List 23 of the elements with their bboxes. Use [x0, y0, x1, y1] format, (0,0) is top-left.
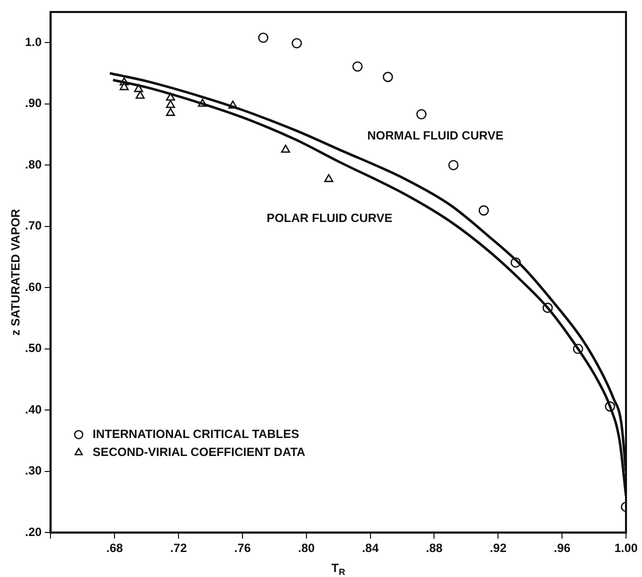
y-tick-label: .60	[24, 280, 42, 294]
x-tick-label: .96	[554, 541, 571, 556]
series-label: NORMAL FLUID CURVE	[367, 128, 504, 143]
y-tick-label: .80	[24, 157, 42, 172]
x-tick-label: .68	[106, 541, 124, 556]
legend-label: INTERNATIONAL CRITICAL TABLES	[92, 426, 300, 441]
legend-label: SECOND-VIRIAL COEFFICIENT DATA	[92, 444, 306, 459]
x-tick-label: .92	[490, 541, 507, 556]
y-tick-label: .30	[24, 464, 42, 478]
y-tick-label: 1.0	[24, 34, 42, 49]
x-tick-label: .72	[170, 541, 188, 556]
x-tick-label: 1.00	[614, 541, 638, 556]
y-tick-label: .20	[24, 524, 42, 539]
series-label: POLAR FLUID CURVE	[266, 210, 392, 225]
y-tick-label: .70	[24, 218, 42, 233]
y-tick-label: .50	[24, 341, 42, 356]
y-tick-label: .40	[24, 402, 42, 416]
x-tick-label: .84	[362, 541, 379, 556]
x-tick-label: .80	[298, 541, 316, 556]
x-tick-label: .88	[426, 541, 443, 556]
x-tick-label: .76	[234, 541, 252, 556]
y-axis-title: z SATURATED VAPOR	[8, 208, 22, 336]
y-tick-label: .90	[24, 96, 42, 110]
